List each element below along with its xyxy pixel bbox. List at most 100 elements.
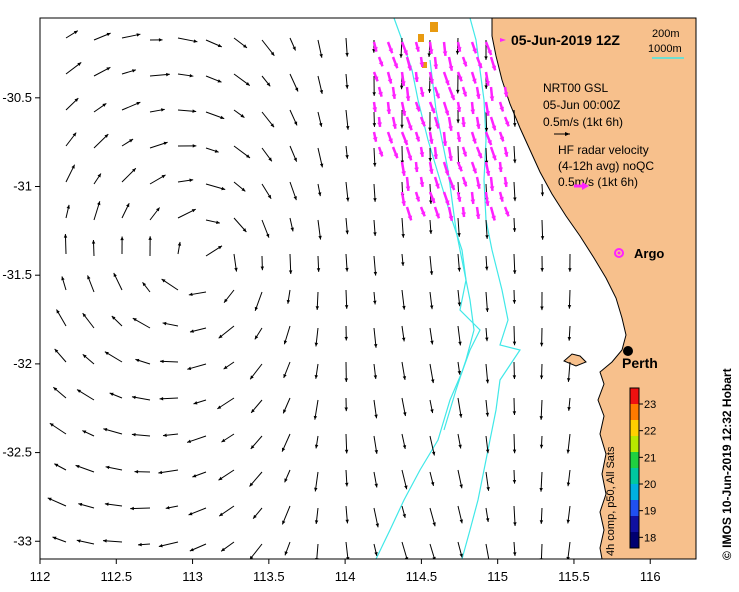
colorbar-segment (630, 404, 639, 421)
hf-radar-arrowhead (419, 62, 425, 67)
model-current-arrowhead (253, 514, 257, 519)
model-current-arrowhead (282, 520, 286, 525)
hf-radar-arrowhead (472, 48, 477, 54)
hf-radar-arrowhead (491, 155, 497, 161)
model-current-arrowhead (459, 519, 463, 524)
colorbar-segment (630, 452, 639, 469)
model-current-arrowhead (402, 305, 406, 310)
model-current-arrowhead (458, 413, 463, 418)
model-current-arrowhead (484, 127, 489, 132)
model-current-arrowhead (373, 300, 377, 305)
model-current-arrowhead (241, 187, 246, 192)
model-current-arrowhead (189, 329, 194, 333)
model-current-arrowhead (294, 87, 299, 92)
model-current-arrowhead (567, 337, 572, 341)
y-tick-label: -31.5 (2, 267, 32, 282)
model-current-arrowhead (217, 43, 222, 48)
island-marker (430, 22, 438, 32)
model-current-arrowhead (192, 144, 197, 148)
model-current-arrowhead (345, 84, 349, 89)
model-current-arrowhead (344, 336, 348, 341)
model-current-arrowhead (162, 321, 167, 326)
hf-radar-arrowhead (489, 186, 495, 191)
model-current-arrowhead (373, 271, 378, 276)
model-current-arrowhead (344, 449, 349, 454)
model-current-arrowhead (72, 132, 77, 137)
hf-radar-arrowhead (378, 151, 384, 157)
hf-radar-arrowhead (456, 137, 462, 142)
land-mass (491, 18, 696, 559)
hf-radar-arrows (372, 41, 510, 221)
model-current-arrowhead (485, 337, 489, 342)
colorbar-caption: 4h comp, p50, All Sats (605, 446, 617, 556)
hf-radar-arrowhead (477, 63, 483, 69)
hf-radar-arrowhead (407, 65, 412, 71)
isobath-1000m (375, 18, 481, 559)
model-current-arrowhead (268, 157, 272, 162)
model-current-arrowhead (540, 306, 544, 311)
legend-1000m: 1000m (648, 43, 682, 55)
model-current-arrowhead (373, 375, 378, 379)
model-current-arrowhead (188, 512, 193, 516)
y-tick-label: -32.5 (2, 445, 32, 460)
model-current-arrowhead (485, 379, 490, 384)
model-current-arrowhead (455, 50, 460, 55)
model-current-arrowhead (224, 298, 228, 303)
hf-legend-arrowhead-icon (582, 182, 589, 190)
model-current-arrowhead (345, 197, 350, 202)
model-current-arrowhead (512, 270, 517, 274)
hf-radar-arrowhead (401, 171, 406, 176)
x-tick-label: 114 (335, 569, 356, 584)
model-current-arrowhead (270, 123, 275, 128)
hf-radar-arrowhead (435, 93, 440, 99)
model-current-arrowhead (432, 556, 436, 559)
colorbar-segment (630, 436, 639, 453)
hf-radar-arrowhead (430, 108, 436, 114)
model-current-arrowhead (134, 469, 139, 474)
model-current-arrowhead (512, 300, 517, 304)
model-current-arrowhead (131, 395, 136, 400)
model-current-arrowhead (113, 272, 117, 277)
model-current-arrowhead (159, 396, 164, 401)
model-current-arrowhead (283, 373, 287, 378)
hf-radar-arrowhead (378, 61, 384, 67)
model-current-arrowhead (284, 551, 288, 556)
model-current-arrowhead (566, 482, 571, 487)
colorbar-tick-label: 23 (644, 399, 656, 411)
model-current-arrowhead (293, 157, 297, 162)
model-current-arrowhead (345, 230, 349, 235)
model-current-arrowhead (188, 292, 193, 297)
model-current-arrowhead (404, 556, 409, 559)
model-current-arrowhead (400, 124, 404, 129)
colorbar-segment (630, 468, 639, 485)
hf-radar-arrowhead (434, 183, 440, 189)
hf-radar-arrowhead (414, 167, 419, 172)
model-current-arrowhead (250, 375, 254, 380)
model-current-arrowhead (52, 536, 57, 540)
model-current-arrowhead (159, 359, 164, 364)
model-current-arrowhead (218, 476, 223, 481)
model-current-arrowhead (512, 449, 517, 454)
model-current-arrowhead (77, 389, 81, 393)
model-current-arrowhead (251, 408, 255, 413)
model-current-arrowhead (314, 374, 319, 379)
hf-radar-arrowhead (415, 46, 420, 52)
model-current-arrowhead (512, 479, 517, 484)
hf-radar-arrowhead (435, 213, 440, 219)
model-current-arrowhead (216, 220, 220, 224)
model-current-arrowhead (189, 73, 194, 78)
model-current-arrowhead (374, 414, 378, 419)
model-current-arrowhead (97, 173, 101, 178)
model-current-arrowhead (402, 513, 406, 518)
hf-radar-arrowhead (503, 92, 509, 97)
model-current-arrowhead (430, 481, 435, 486)
model-current-arrowhead (218, 334, 223, 339)
model-current-arrowhead (221, 438, 226, 443)
model-current-arrowhead (160, 108, 165, 112)
model-current-arrowhead (293, 121, 298, 126)
hf-radar-arrowhead (450, 185, 455, 191)
model-current-arrowhead (135, 358, 140, 363)
model-current-arrowhead (187, 366, 192, 371)
model-current-arrowhead (345, 52, 349, 57)
hf-radar-arrowhead (400, 81, 406, 86)
